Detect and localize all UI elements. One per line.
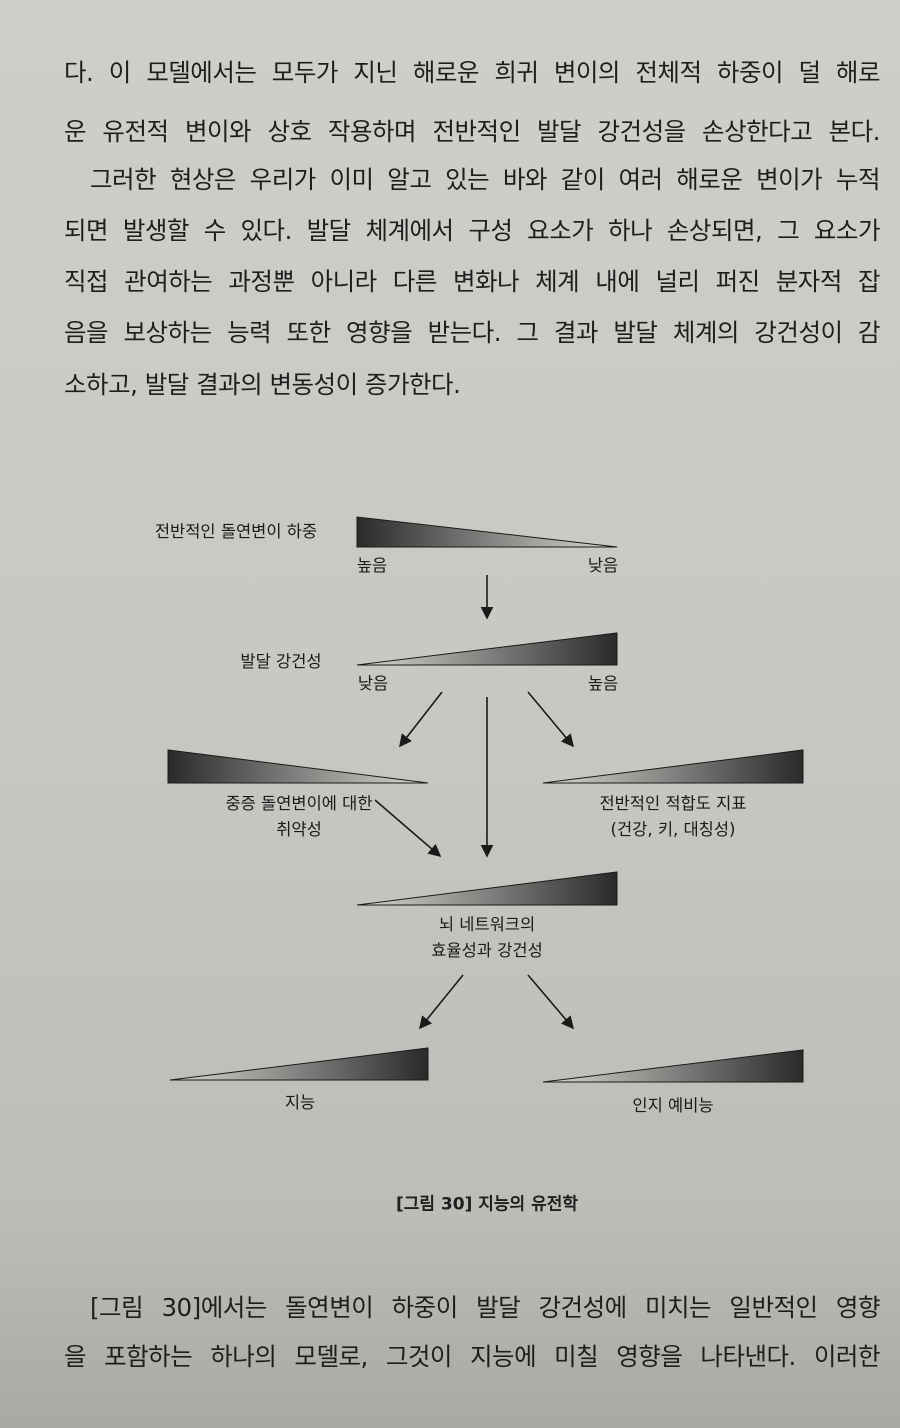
label-line: 취약성 xyxy=(276,820,322,839)
wedge-cognitive-reserve xyxy=(542,1049,804,1083)
arrow-icon xyxy=(527,974,575,1030)
text-line: 을 포함하는 하나의 모델로, 그것이 지능에 미칠 영향을 나타낸다. 이러한 xyxy=(64,1342,881,1371)
arrow-icon xyxy=(527,691,575,748)
wedge-robustness xyxy=(356,632,618,666)
label-low: 낮음 xyxy=(357,674,389,693)
label-robustness: 발달 강건성 xyxy=(240,652,322,671)
text-line: 소하고, 발달 결과의 변동성이 증가한다. xyxy=(64,370,461,399)
label-line: 중증 돌연변이에 대한 xyxy=(225,794,373,813)
arrow-icon xyxy=(399,691,443,748)
label-mutation-load: 전반적인 돌연변이 하중 xyxy=(154,522,318,541)
label-low: 낮음 xyxy=(587,556,619,575)
label-line: 효율성과 강건성 xyxy=(431,941,543,960)
label-high: 높음 xyxy=(356,556,388,575)
label-intelligence: 지능 xyxy=(284,1093,316,1112)
text-line: 되면 발생할 수 있다. 발달 체계에서 구성 요소가 하나 손상되면, 그 요… xyxy=(64,216,881,245)
label-line: (건강, 키, 대칭성) xyxy=(610,820,736,839)
wedge-mutation-load xyxy=(356,516,618,548)
label-vulnerability: 중증 돌연변이에 대한 취약성 xyxy=(225,791,372,843)
figure-caption: [그림 30] 지능의 유전학 xyxy=(395,1194,579,1215)
arrow-icon xyxy=(374,799,442,858)
wedge-fitness xyxy=(542,749,804,784)
arrow-icon xyxy=(418,974,464,1030)
label-fitness: 전반적인 적합도 지표 (건강, 키, 대칭성) xyxy=(599,791,746,843)
text-line: [그림 30]에서는 돌연변이 하중이 발달 강건성에 미치는 일반적인 영향 xyxy=(90,1293,881,1322)
label-brain: 뇌 네트워크의 효율성과 강건성 xyxy=(431,912,543,964)
label-line: 전반적인 적합도 지표 xyxy=(599,794,747,813)
text-line: 그러한 현상은 우리가 이미 알고 있는 바와 같이 여러 해로운 변이가 누적 xyxy=(90,165,881,194)
text-line: 음을 보상하는 능력 또한 영향을 받는다. 그 결과 발달 체계의 강건성이 … xyxy=(64,318,881,347)
wedge-intelligence xyxy=(169,1047,429,1081)
text-line: 직접 관여하는 과정뿐 아니라 다른 변화나 체계 내에 널리 퍼진 분자적 잡 xyxy=(64,267,881,296)
label-high: 높음 xyxy=(587,674,619,693)
text-line: 운 유전적 변이와 상호 작용하며 전반적인 발달 강건성을 손상한다고 본다. xyxy=(64,117,881,146)
wedge-brain xyxy=(356,871,618,906)
wedge-vulnerability xyxy=(167,749,429,784)
label-cognitive-reserve: 인지 예비능 xyxy=(632,1096,714,1115)
text-line: 다. 이 모델에서는 모두가 지닌 해로운 희귀 변이의 전체적 하중이 덜 해… xyxy=(64,58,881,87)
label-line: 뇌 네트워크의 xyxy=(438,915,536,934)
